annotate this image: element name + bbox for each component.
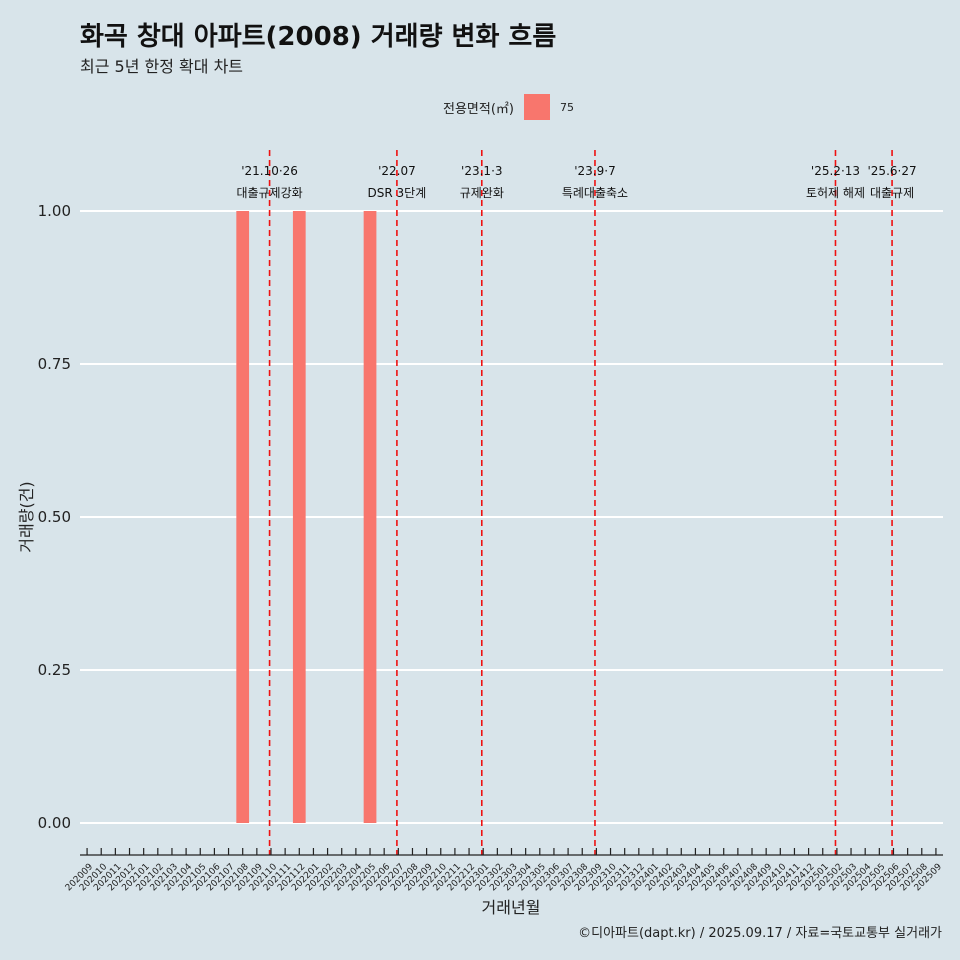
event-name-label: 특례대출축소	[562, 186, 628, 200]
bar	[236, 211, 250, 823]
event-date-label: '22.07	[378, 164, 416, 178]
x-axis: 2020092020102020112020122021012021022021…	[64, 848, 944, 893]
gridlines	[80, 210, 943, 824]
event-date-label: '23.9·7	[574, 164, 615, 178]
y-axis: 0.00 0.25 0.50 0.75 1.00	[38, 202, 71, 832]
event-name-label: 규제완화	[460, 186, 504, 200]
event-date-label: '25.2·13	[811, 164, 860, 178]
event-lines: '21.10·26 대출규제강화 '22.07 DSR 3단계 '23.1·3 규제완화 '…	[236, 150, 917, 855]
legend-key	[523, 94, 550, 120]
event-date-label: '25.6·27	[868, 164, 917, 178]
y-tick-label: 0.75	[38, 355, 71, 373]
event-name-label: 토허제 해제	[806, 186, 865, 200]
x-axis-label: 거래년월	[482, 898, 541, 917]
legend-label: 75	[559, 100, 574, 114]
event-name-label: 대출규제	[870, 186, 914, 200]
event-name-label: DSR 3단계	[368, 186, 427, 200]
bar	[292, 211, 306, 823]
y-axis-label: 거래량(건)	[17, 481, 36, 552]
bars	[236, 211, 377, 823]
chart-caption: ©디아파트(dapt.kr) / 2025.09.17 / 자료=국토교통부 실…	[578, 926, 942, 941]
legend: 전용면적(㎡) 75	[443, 93, 574, 121]
y-tick-label: 1.00	[38, 202, 71, 220]
chart-subtitle: 최근 5년 한정 확대 차트	[80, 57, 244, 76]
y-tick-label: 0.25	[38, 661, 71, 679]
bar	[363, 211, 377, 823]
chart-title: 화곡 창대 아파트(2008) 거래량 변화 흐름	[80, 22, 557, 52]
y-tick-label: 0.00	[38, 814, 71, 832]
event-date-label: '21.10·26	[241, 164, 298, 178]
event-date-label: '23.1·3	[461, 164, 502, 178]
y-tick-label: 0.50	[38, 508, 71, 526]
event-name-label: 대출규제강화	[236, 186, 302, 200]
legend-title: 전용면적(㎡)	[443, 101, 514, 117]
